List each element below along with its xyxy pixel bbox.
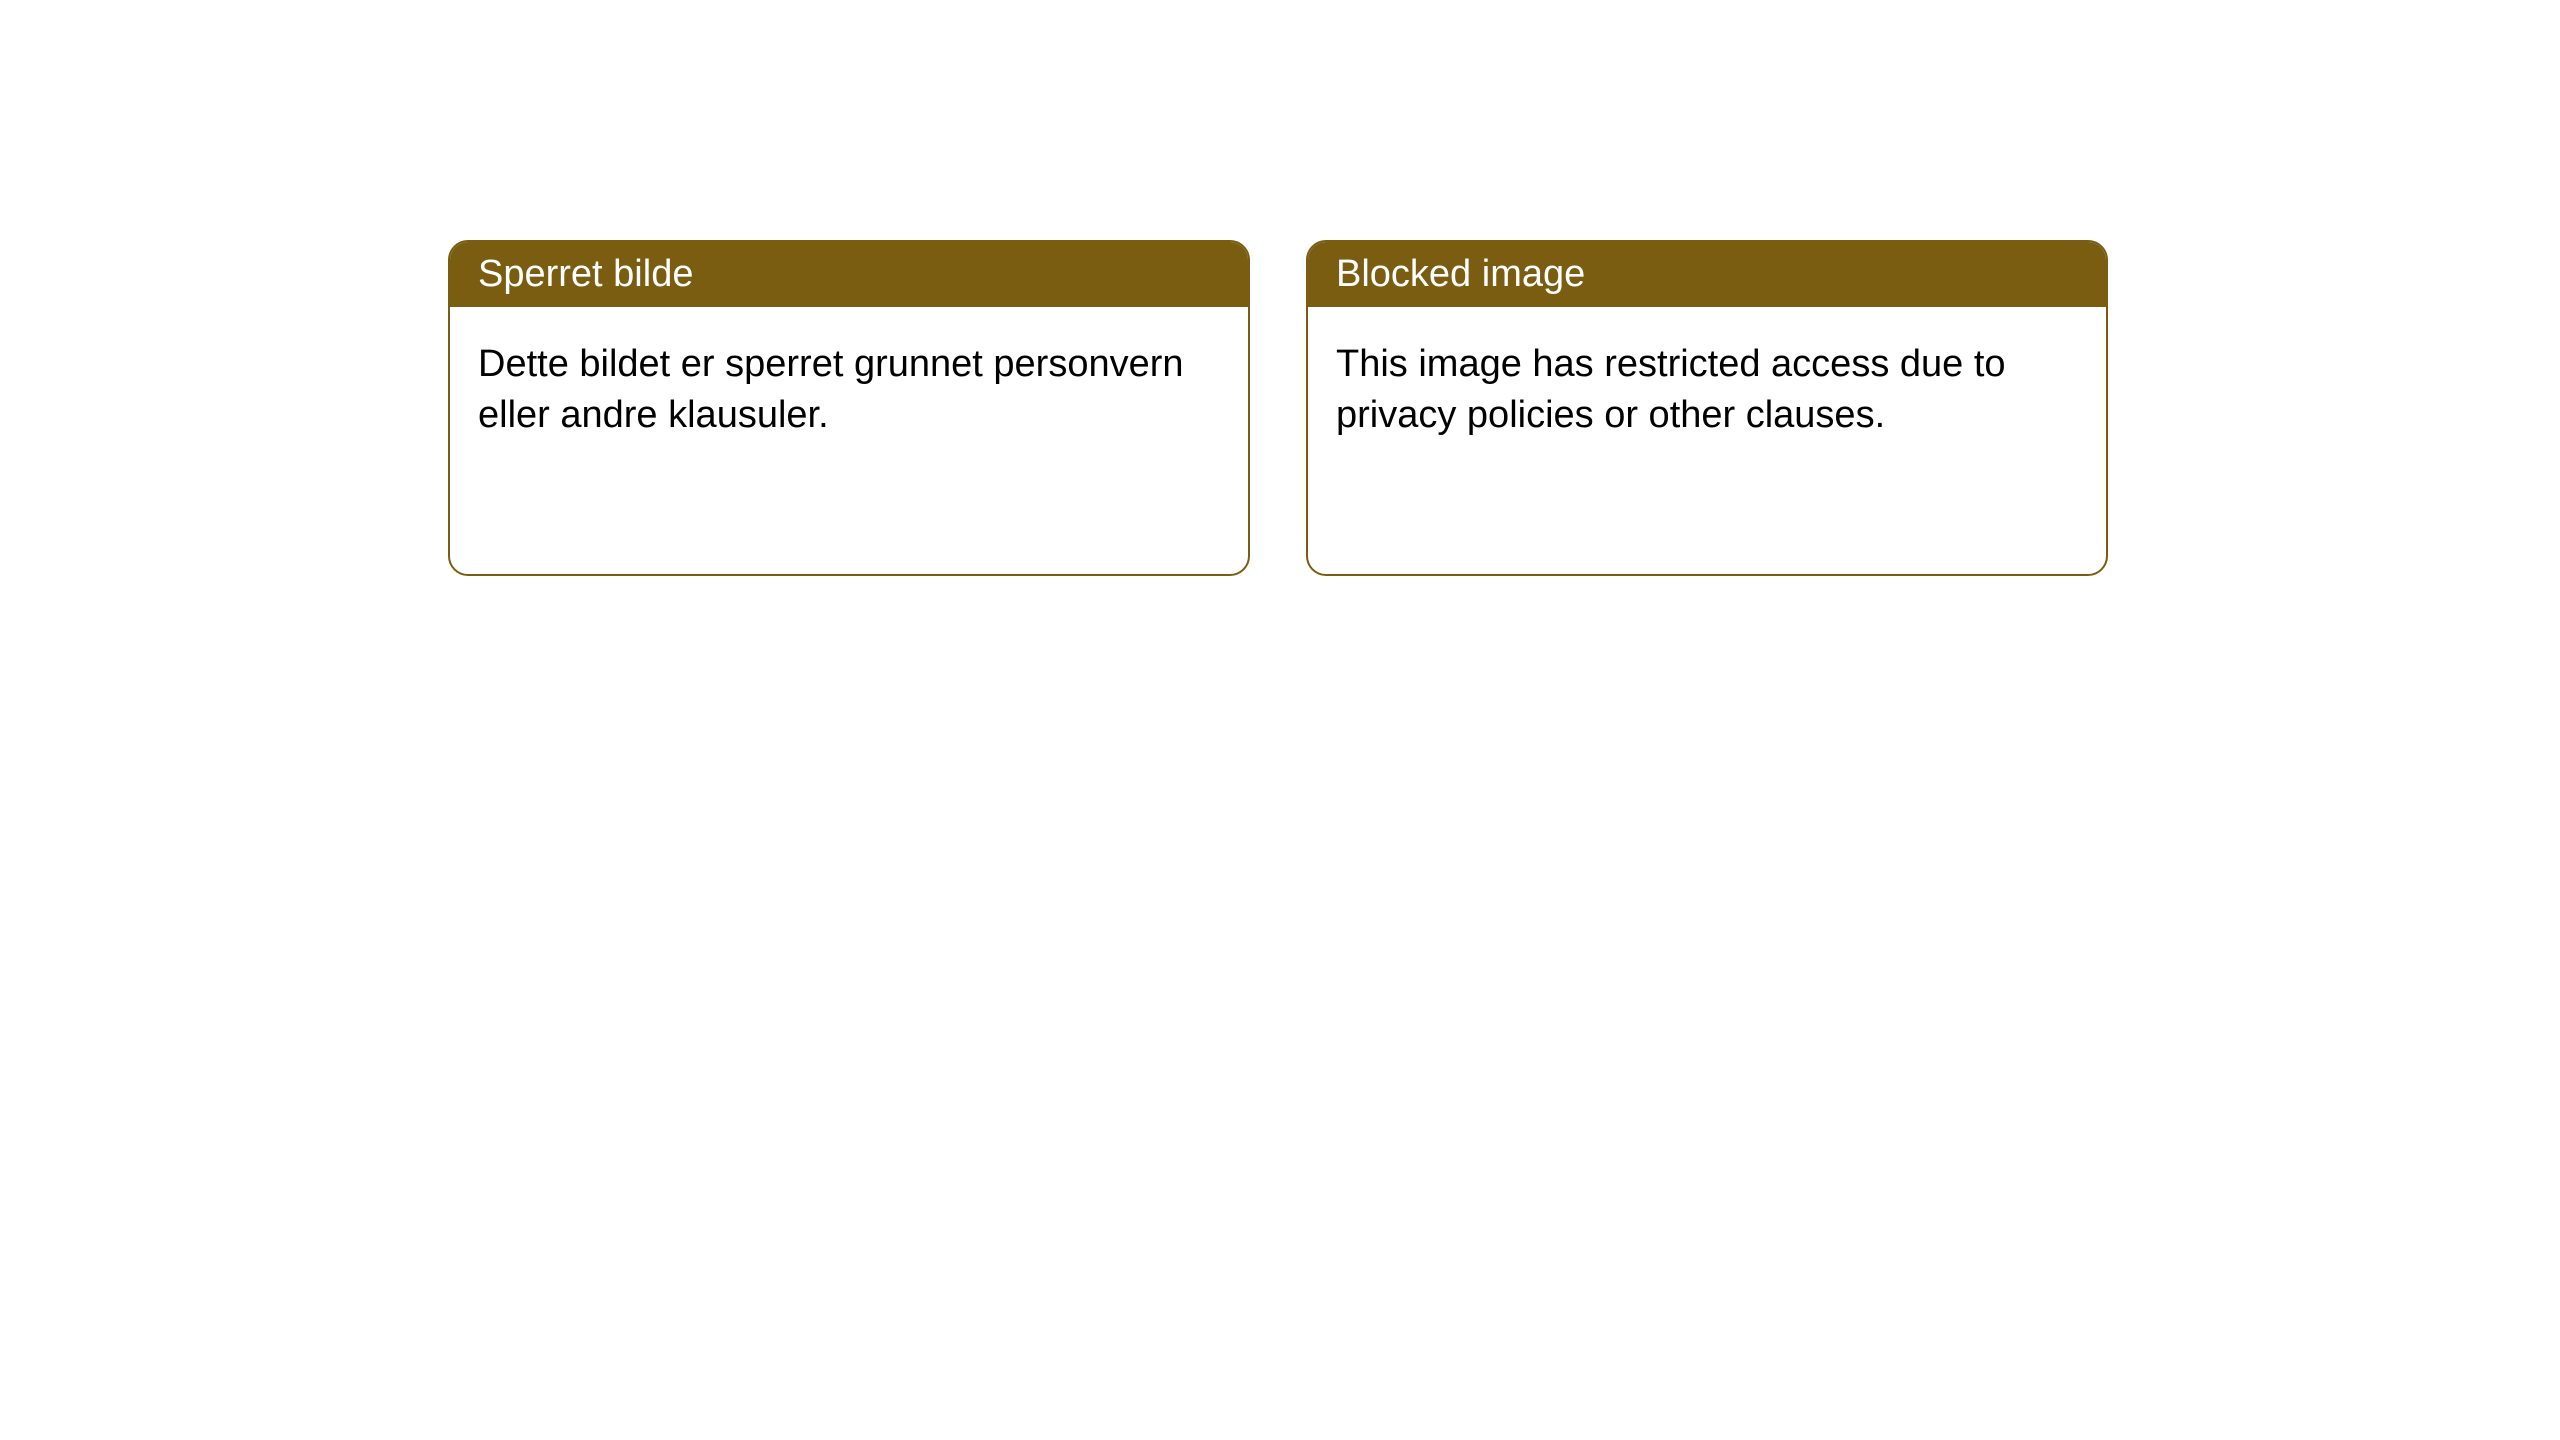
card-body: Dette bildet er sperret grunnet personve…: [450, 307, 1248, 474]
blocked-image-card-english: Blocked image This image has restricted …: [1306, 240, 2108, 576]
blocked-image-card-norwegian: Sperret bilde Dette bildet er sperret gr…: [448, 240, 1250, 576]
cards-container: Sperret bilde Dette bildet er sperret gr…: [448, 240, 2108, 576]
card-body: This image has restricted access due to …: [1308, 307, 2106, 474]
card-header: Sperret bilde: [450, 242, 1248, 307]
card-header: Blocked image: [1308, 242, 2106, 307]
